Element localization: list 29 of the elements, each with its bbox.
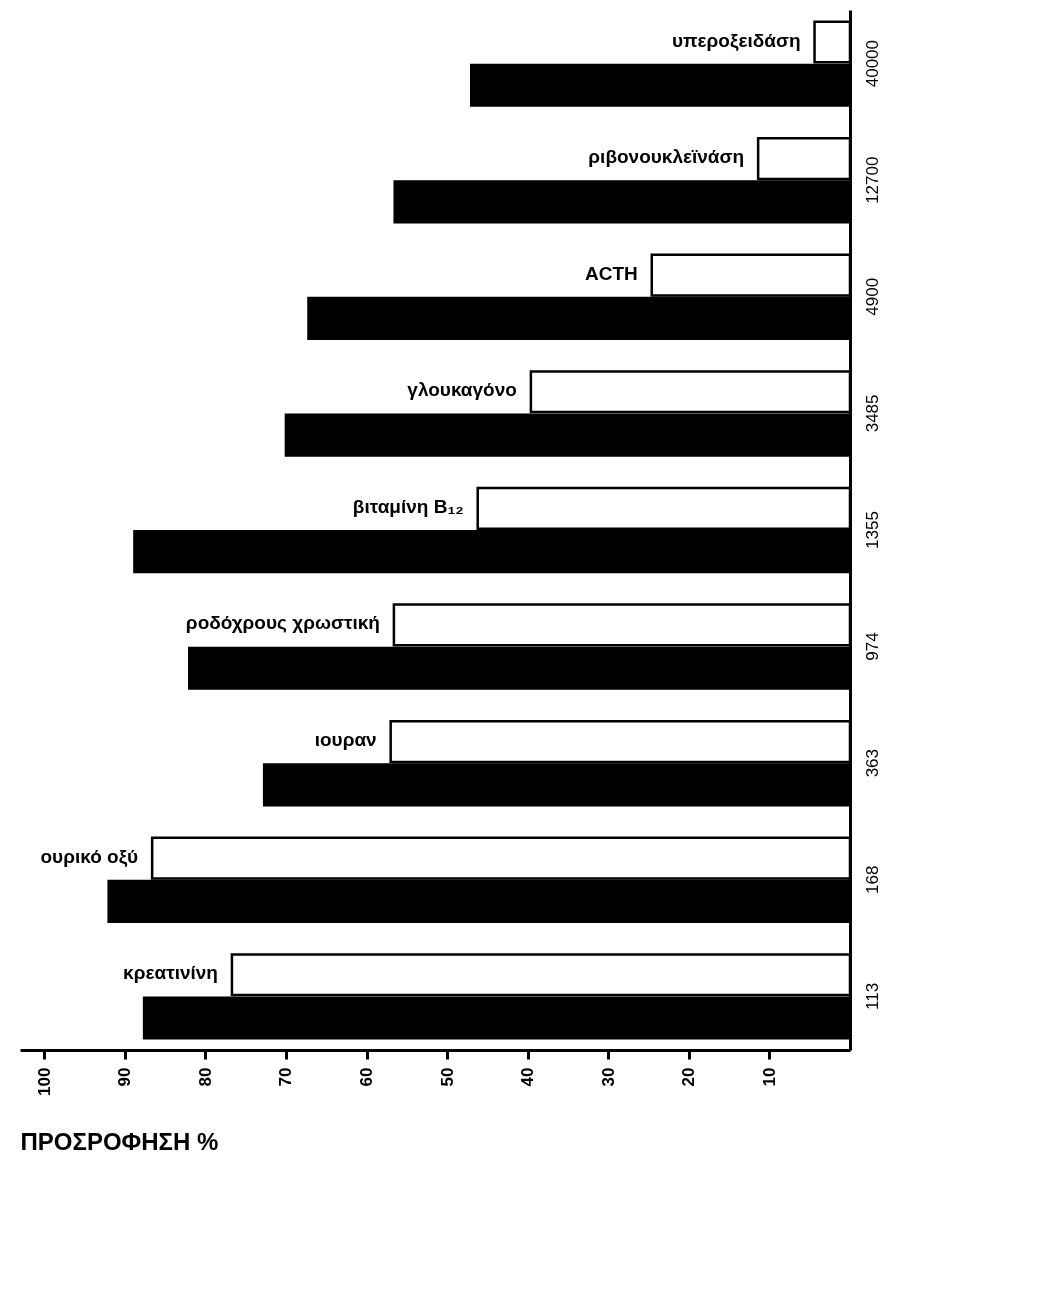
- y-tick-label: 40000: [862, 39, 882, 88]
- y-tick-label: 4900: [862, 277, 882, 316]
- x-tick-label: 70: [276, 1067, 296, 1087]
- annotation: ιουραν: [314, 729, 377, 751]
- annotation: υπεροξειδάση: [672, 29, 801, 52]
- y-tick-label: 363: [862, 749, 882, 778]
- x-tick-label: 20: [679, 1067, 699, 1087]
- x-tick-label: 10: [759, 1067, 779, 1087]
- annotation: ουρικό οξύ: [40, 845, 139, 868]
- y-tick-label: 12700: [862, 156, 882, 204]
- annotation: γλουκαγόνο: [407, 379, 517, 401]
- y-tick-label: 1355: [862, 511, 882, 549]
- annotation: κρεατινίνη: [123, 962, 218, 984]
- annotation: βιταμίνη B₁₂: [352, 495, 464, 517]
- y-tick-label: 168: [862, 865, 882, 894]
- x-tick-label: 30: [598, 1067, 618, 1087]
- annotation: ACTH: [584, 262, 638, 284]
- x-tick-label: 60: [357, 1067, 376, 1087]
- annotation: ροδόχρους χρωστική: [185, 612, 380, 634]
- y-tick-label: 113: [862, 982, 882, 1010]
- x-tick-label: 100: [34, 1067, 54, 1096]
- x-tick-label: 80: [195, 1067, 215, 1087]
- y-tick-label: 3485: [862, 394, 882, 433]
- x-axis-title: ΠΡΟΣΡΟΦΗΣΗ %: [20, 1127, 219, 1155]
- y-tick-label: 974: [862, 632, 882, 661]
- annotation: ριβονουκλεϊνάση: [588, 146, 745, 168]
- x-tick-label: 90: [115, 1067, 135, 1087]
- x-tick-label: 50: [437, 1067, 457, 1087]
- x-tick-label: 40: [518, 1067, 538, 1087]
